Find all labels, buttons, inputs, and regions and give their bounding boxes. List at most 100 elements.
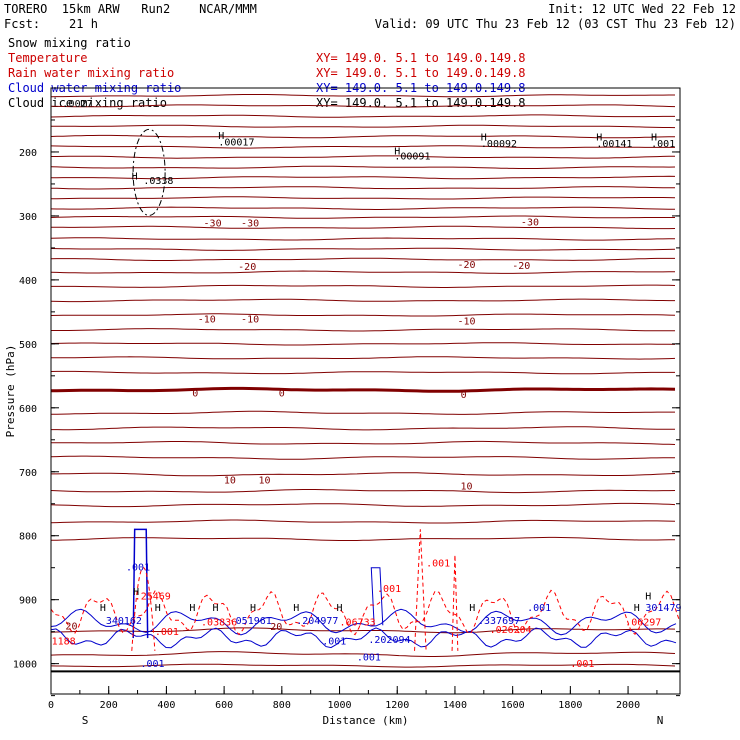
temperature-contour xyxy=(51,175,676,180)
valid-time: Valid: 09 UTC Thu 23 Feb 12 (03 CST Thu … xyxy=(375,17,736,31)
temperature-contour xyxy=(50,215,675,219)
temperature-contour xyxy=(50,247,676,251)
y-axis-label: Pressure (hPa) xyxy=(4,345,17,438)
cloud-water-label: .001 xyxy=(527,603,551,614)
high-marker: H xyxy=(481,132,487,143)
temperature-contour xyxy=(50,237,675,241)
high-marker: H xyxy=(189,603,195,614)
ice-label: .0338 xyxy=(143,176,173,187)
temperature-contour xyxy=(51,155,676,159)
rain-contour xyxy=(131,567,156,651)
rain-label: .25469 xyxy=(135,592,171,603)
cloud-water-label: .001 xyxy=(126,562,150,573)
rain-label: .001 xyxy=(426,558,450,569)
temperature-label: -20 xyxy=(457,260,475,271)
y-tick-label: 700 xyxy=(19,468,37,479)
ice-contour xyxy=(132,128,166,216)
cloud-water-contour xyxy=(50,627,677,649)
temperature-contour xyxy=(51,426,676,431)
temperature-label: -30 xyxy=(241,219,259,230)
cloud-water-label: 340162 xyxy=(106,616,142,627)
high-marker: H xyxy=(645,592,651,603)
high-marker: H xyxy=(132,171,138,182)
temperature-label: -10 xyxy=(198,315,216,326)
temperature-contour xyxy=(50,519,676,524)
temperature-contour xyxy=(50,627,676,634)
temperature-label: 0 xyxy=(461,390,467,401)
temperature-contour xyxy=(50,489,676,494)
cloud-water-label: .202094 xyxy=(368,635,410,646)
high-marker: H xyxy=(469,603,475,614)
high-marker: H xyxy=(155,603,161,614)
temperature-contour xyxy=(50,104,676,108)
temperature-label: 10 xyxy=(224,476,236,487)
x-tick-label: 0 xyxy=(48,700,54,711)
header: TORERO 15km ARW Run2 NCAR/MMM Init: 12 U… xyxy=(4,2,736,31)
temperature-label: 0 xyxy=(279,389,285,400)
y-tick-label: 1000 xyxy=(13,660,37,671)
high-marker: H xyxy=(634,603,640,614)
temperature-contour xyxy=(51,440,676,445)
plot-area: -30 -30 -30 -20 -20 -20 -10 -10 -10 0 0 0 10 10 10 20 20… xyxy=(50,94,682,673)
temperature-label: 10 xyxy=(460,481,472,492)
x-end-label-left: S xyxy=(82,714,89,727)
ice-label: .00017 xyxy=(218,138,254,149)
temperature-contour xyxy=(51,284,676,288)
x-end-label-right: N xyxy=(657,714,664,727)
ice-label: .00092 xyxy=(481,139,517,150)
cloud-water-label: .001 xyxy=(322,636,346,647)
y-tick-label: 600 xyxy=(19,404,37,415)
temperature-contour xyxy=(50,145,675,149)
temperature-label: -30 xyxy=(521,217,539,228)
x-tick-label: 600 xyxy=(215,700,233,711)
rain-contour xyxy=(414,529,427,651)
ice-label: .00091 xyxy=(394,152,430,163)
init-time: Init: 12 UTC Wed 22 Feb 12 xyxy=(548,2,736,16)
cloud-water-label: .001 xyxy=(140,659,164,670)
temperature-label: -30 xyxy=(204,219,222,230)
high-marker: H xyxy=(651,132,657,143)
temperature-contour xyxy=(50,651,676,657)
forecast-hour: Fcst: 21 h xyxy=(4,17,98,31)
x-axis-label: Distance (km) xyxy=(322,714,408,727)
high-marker: H xyxy=(218,131,224,142)
temperature-label: 20 xyxy=(270,622,282,633)
cloud-water-label: .204977 xyxy=(296,616,338,627)
field-cloud-ice-xy: XY= 149.0. 5.1 to 149.0.149.8 xyxy=(316,96,526,110)
y-tick-label: 500 xyxy=(19,340,37,351)
temperature-contour xyxy=(50,196,676,200)
y-tick-label: 300 xyxy=(19,212,37,223)
ice-label: .00141 xyxy=(596,139,632,150)
temperature-label: 10 xyxy=(258,476,270,487)
x-tick-label: 1600 xyxy=(501,700,525,711)
rain-label: .026204 xyxy=(490,625,532,636)
cloud-water-label: 301479 xyxy=(645,603,681,614)
temperature-contour xyxy=(50,165,676,169)
high-marker: H xyxy=(596,132,602,143)
y-tick-label: 800 xyxy=(19,532,37,543)
x-tick-label: 1800 xyxy=(558,700,582,711)
cloud-water-label: 051961 xyxy=(236,616,272,627)
temperature-label: -20 xyxy=(238,262,256,273)
high-marker: H xyxy=(100,603,106,614)
temperature-contour xyxy=(50,313,676,317)
cloud-water-tower xyxy=(132,528,149,639)
high-marker: H xyxy=(212,603,218,614)
temperature-contour xyxy=(50,455,675,460)
temperature-contour xyxy=(50,114,675,118)
temperature-contour xyxy=(50,257,675,261)
temperature-label: -20 xyxy=(512,261,530,272)
field-temperature-xy: XY= 149.0. 5.1 to 149.0.149.8 xyxy=(316,51,526,65)
high-marker: H xyxy=(337,603,343,614)
rain-contour xyxy=(50,589,680,636)
rain-contour xyxy=(451,554,459,651)
temperature-label: 0 xyxy=(192,389,198,400)
temperature-contour xyxy=(50,370,675,375)
high-marker: H xyxy=(250,603,256,614)
x-tick-label: 800 xyxy=(273,700,291,711)
field-snow-label: Snow mixing ratio xyxy=(8,36,131,50)
temperature-contour xyxy=(50,94,675,98)
x-tick-label: 2000 xyxy=(616,700,640,711)
temperature-contour xyxy=(51,410,675,415)
